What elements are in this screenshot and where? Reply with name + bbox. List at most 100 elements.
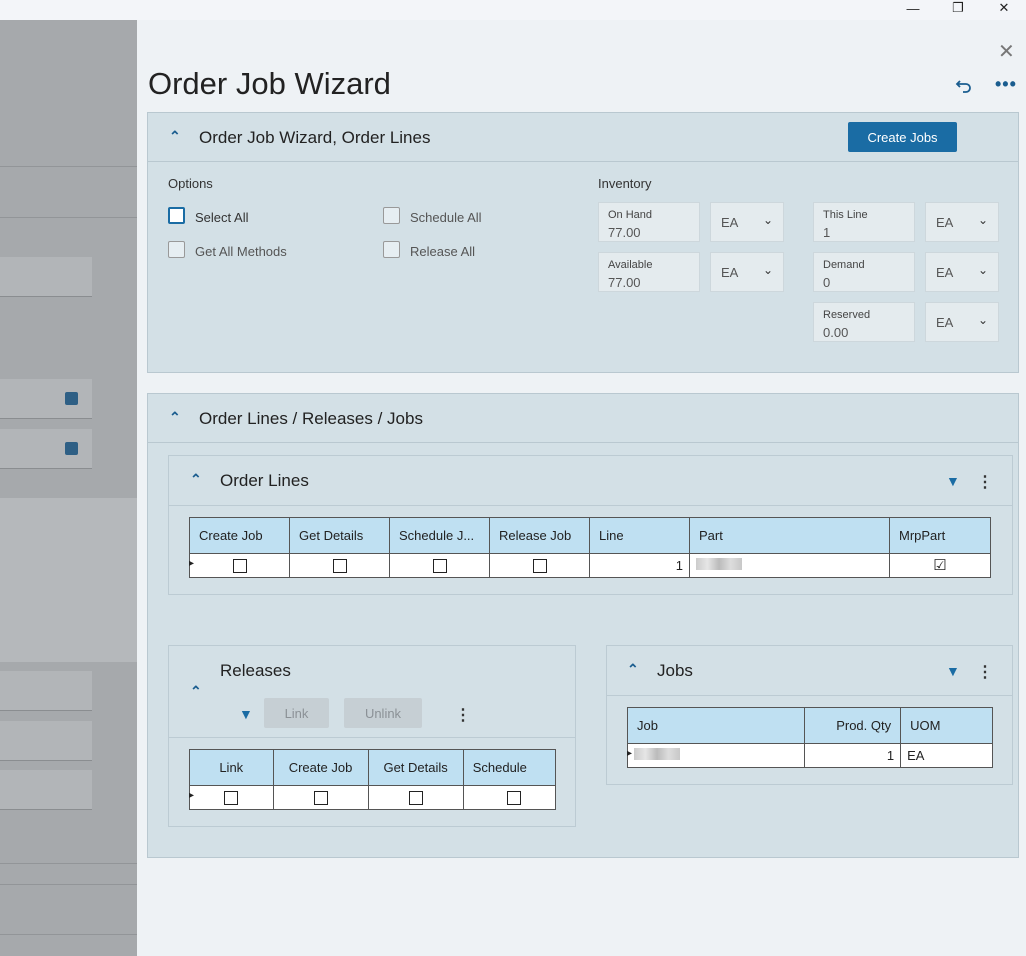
filter-icon[interactable]: ▼ [946,663,960,679]
column-header[interactable]: Get Details [289,517,390,554]
chevron-down-icon: ⌄ [977,213,988,227]
mrp-part-checkbox[interactable]: ☑ [933,557,947,574]
on-hand-uom-select[interactable]: EA ⌄ [710,202,784,242]
grid-cell[interactable] [462,785,556,810]
jobs-grid: Job Prod. Qty UOM ▸ 1 EA [627,707,993,768]
chevron-down-icon: ⌄ [977,313,988,327]
reserved-uom-select[interactable]: EA ⌄ [925,302,999,342]
order-lines-grid: Create Job Get Details Schedule J... Rel… [189,517,991,578]
grid-cell[interactable] [389,553,490,578]
column-header[interactable]: Link [189,749,274,786]
row-marker-icon: ▸ [189,790,195,801]
schedule-all-label: Schedule All [410,210,482,225]
chevron-down-icon: ⌄ [762,263,773,277]
search-icon [65,392,78,405]
schedule-job-checkbox[interactable] [432,558,447,573]
get-details-checkbox[interactable] [408,790,423,805]
grid-cell[interactable] [489,553,590,578]
section-header [148,394,1018,443]
available-field: Available 77.00 [598,252,700,292]
more-options-icon[interactable]: ••• [995,74,1017,94]
kebab-menu-icon[interactable]: ⋮ [977,664,993,681]
kebab-menu-icon[interactable]: ⋮ [977,474,993,491]
job-cell[interactable]: ▸ [627,743,806,768]
inventory-label: Inventory [598,176,652,191]
line-cell[interactable]: 1 [589,553,690,578]
table-row[interactable]: ▸ [189,785,556,810]
grid-cell[interactable] [367,785,464,810]
uom-cell[interactable]: EA [900,743,993,768]
column-header[interactable]: Create Job [189,517,290,554]
this-line-uom-select[interactable]: EA ⌄ [925,202,999,242]
undo-icon[interactable] [955,76,973,94]
restore-icon[interactable]: ❐ [952,0,964,15]
table-row[interactable]: ▸ 1 EA [627,743,993,768]
demand-uom-value: EA [936,265,954,280]
grid-cell[interactable]: ☑ [889,553,991,578]
column-header[interactable]: Part [689,517,890,554]
get-details-checkbox[interactable] [332,558,347,573]
create-jobs-button[interactable]: Create Jobs [848,122,957,152]
column-header[interactable]: Create Job [272,749,369,786]
demand-uom-select[interactable]: EA ⌄ [925,252,999,292]
get-all-methods-checkbox[interactable] [168,241,185,258]
row-marker-icon: ▸ [189,558,195,569]
collapse-icon[interactable]: ⌃ [627,661,639,677]
select-all-checkbox[interactable] [168,207,185,224]
link-button[interactable]: Link [264,698,329,728]
prod-qty-cell[interactable]: 1 [804,743,902,768]
this-line-label: This Line [823,209,868,221]
redacted-part [696,558,742,570]
column-header[interactable]: Schedule [462,749,556,786]
column-header[interactable]: MrpPart [889,517,991,554]
grid-cell[interactable] [272,785,369,810]
filter-icon[interactable]: ▼ [239,706,253,722]
bg-divider [0,217,137,218]
column-header[interactable]: Get Details [367,749,464,786]
filter-icon[interactable]: ▼ [946,473,960,489]
available-uom-select[interactable]: EA ⌄ [710,252,784,292]
collapse-icon[interactable]: ⌃ [169,128,181,144]
column-header[interactable]: UOM [900,707,993,744]
collapse-icon[interactable]: ⌃ [190,683,202,699]
reserved-value: 0.00 [823,325,849,340]
window-titlebar: — ❐ ✕ [0,0,1026,20]
on-hand-field: On Hand 77.00 [598,202,700,242]
window-close-icon[interactable]: ✕ [998,0,1010,15]
release-job-checkbox[interactable] [532,558,547,573]
create-job-checkbox[interactable] [232,558,247,573]
demand-label: Demand [823,259,865,271]
order-lines-title: Order Lines [220,471,309,490]
release-all-checkbox[interactable] [383,241,400,258]
collapse-icon[interactable]: ⌃ [169,409,181,425]
column-header[interactable]: Release Job [489,517,590,554]
section-title: Order Lines / Releases / Jobs [199,409,423,428]
collapse-icon[interactable]: ⌃ [190,471,202,487]
bg-field [0,379,92,419]
kebab-menu-icon[interactable]: ⋮ [455,707,471,724]
part-cell[interactable] [689,553,890,578]
this-line-value: 1 [823,225,831,240]
table-row[interactable]: ▸ 1 ☑ [189,553,991,578]
unlink-button[interactable]: Unlink [344,698,422,728]
schedule-checkbox[interactable] [506,790,521,805]
row-marker-icon: ▸ [627,748,633,759]
releases-grid: Link Create Job Get Details Schedule ▸ [189,749,556,810]
grid-cell[interactable] [289,553,390,578]
grid-cell[interactable]: ▸ [189,553,290,578]
select-all-label: Select All [195,210,249,225]
link-checkbox[interactable] [224,790,239,805]
release-all-label: Release All [410,244,476,259]
column-header[interactable]: Prod. Qty [804,707,902,744]
create-job-checkbox[interactable] [313,790,328,805]
column-header[interactable]: Schedule J... [389,517,490,554]
close-icon[interactable]: ✕ [998,41,1015,63]
column-header[interactable]: Job [627,707,806,744]
demand-value: 0 [823,275,831,290]
schedule-all-checkbox[interactable] [383,207,400,224]
column-header[interactable]: Line [589,517,690,554]
background-app-overlay [0,20,137,956]
minimize-icon[interactable]: — [906,0,920,16]
reserved-uom-value: EA [936,315,954,330]
grid-cell[interactable]: ▸ [189,785,274,810]
